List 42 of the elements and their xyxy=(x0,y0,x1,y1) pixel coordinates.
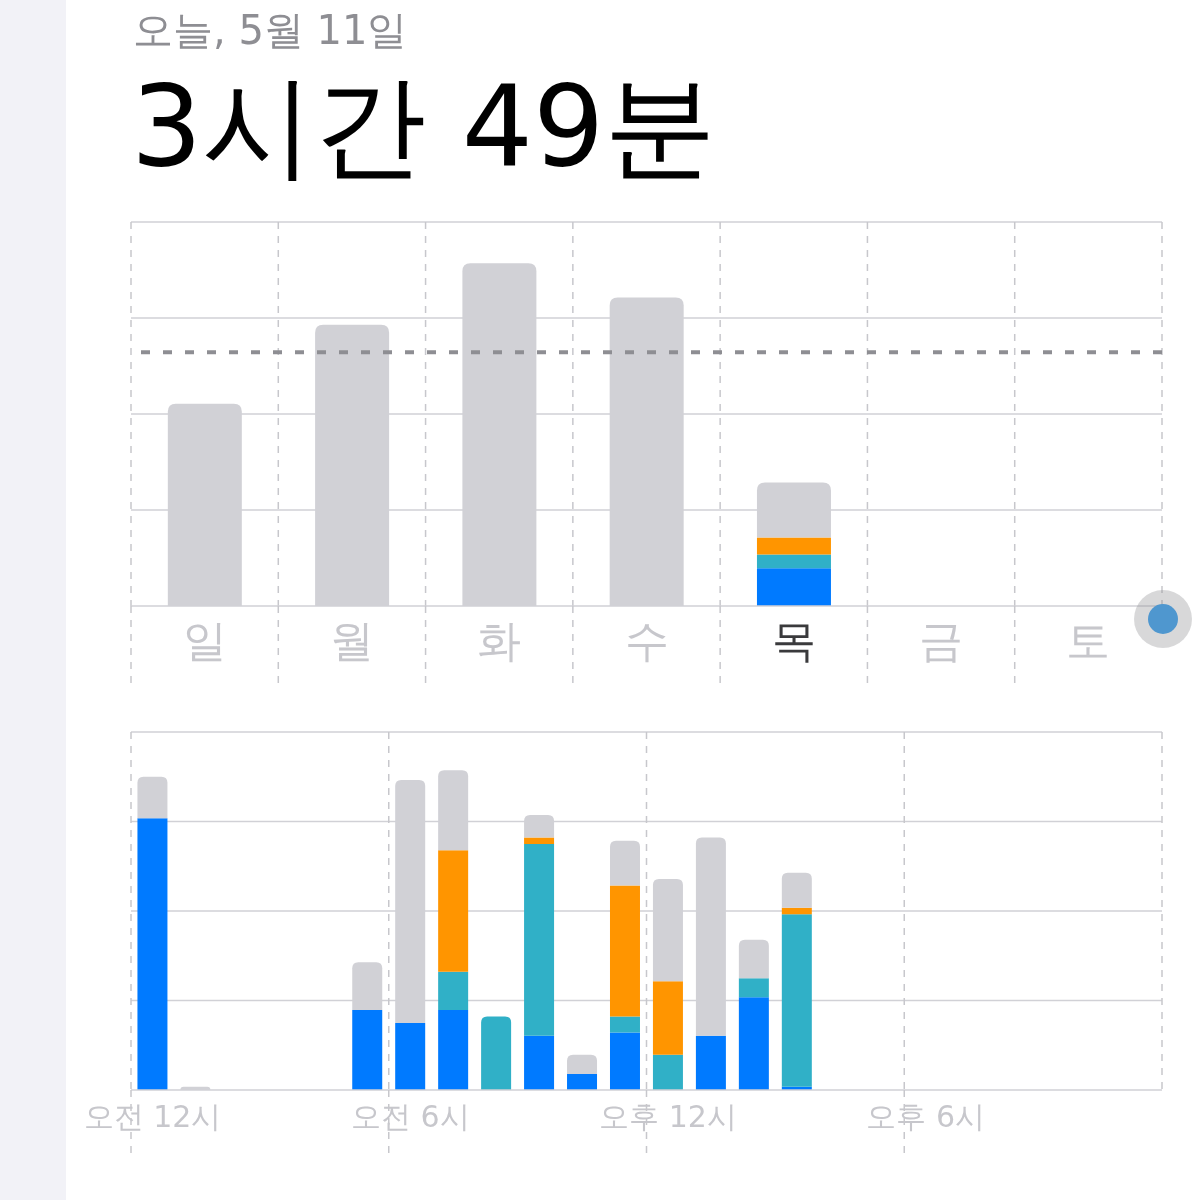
bar xyxy=(609,1032,640,1090)
bar xyxy=(756,537,831,555)
bar xyxy=(395,1022,426,1090)
bar xyxy=(438,971,469,1011)
x-tick-label: 오전 12시 xyxy=(83,1098,222,1134)
x-tick-label: 일 xyxy=(182,614,227,666)
bar xyxy=(137,776,168,819)
x-tick-label: 목 xyxy=(771,614,816,666)
bar xyxy=(481,1016,512,1090)
bar xyxy=(524,1035,555,1090)
bar xyxy=(781,907,812,915)
x-tick-label: 금 xyxy=(919,614,964,666)
bar xyxy=(781,872,812,908)
bar xyxy=(567,1074,598,1090)
x-tick-label: 오후 12시 xyxy=(599,1098,737,1134)
bar xyxy=(738,939,769,979)
x-tick-label: 토 xyxy=(1066,614,1111,666)
x-tick-label: 수 xyxy=(624,614,669,666)
bar xyxy=(738,978,769,998)
bar xyxy=(652,1054,683,1090)
bar xyxy=(524,843,555,1036)
bar xyxy=(609,840,640,886)
bar xyxy=(756,568,831,606)
bar xyxy=(137,818,168,1090)
chart-subtitle: 오늘, 5월 11일 xyxy=(132,6,409,55)
bar xyxy=(438,850,469,972)
bar xyxy=(567,1054,598,1075)
bar xyxy=(652,981,683,1055)
bar xyxy=(738,997,769,1090)
x-tick-label: 화 xyxy=(477,614,522,666)
bar xyxy=(756,554,831,569)
x-tick-label: 월 xyxy=(329,614,374,666)
bar xyxy=(352,1010,383,1090)
bar xyxy=(609,885,640,1017)
x-tick-label: 오후 6시 xyxy=(866,1098,986,1134)
bar xyxy=(438,1010,469,1090)
bar xyxy=(524,837,555,844)
chart-title: 3시간 49분 xyxy=(130,60,718,193)
bar xyxy=(609,1016,640,1033)
x-tick-label: 오전 6시 xyxy=(350,1098,470,1134)
bar xyxy=(781,914,812,1087)
bar xyxy=(695,1035,726,1090)
